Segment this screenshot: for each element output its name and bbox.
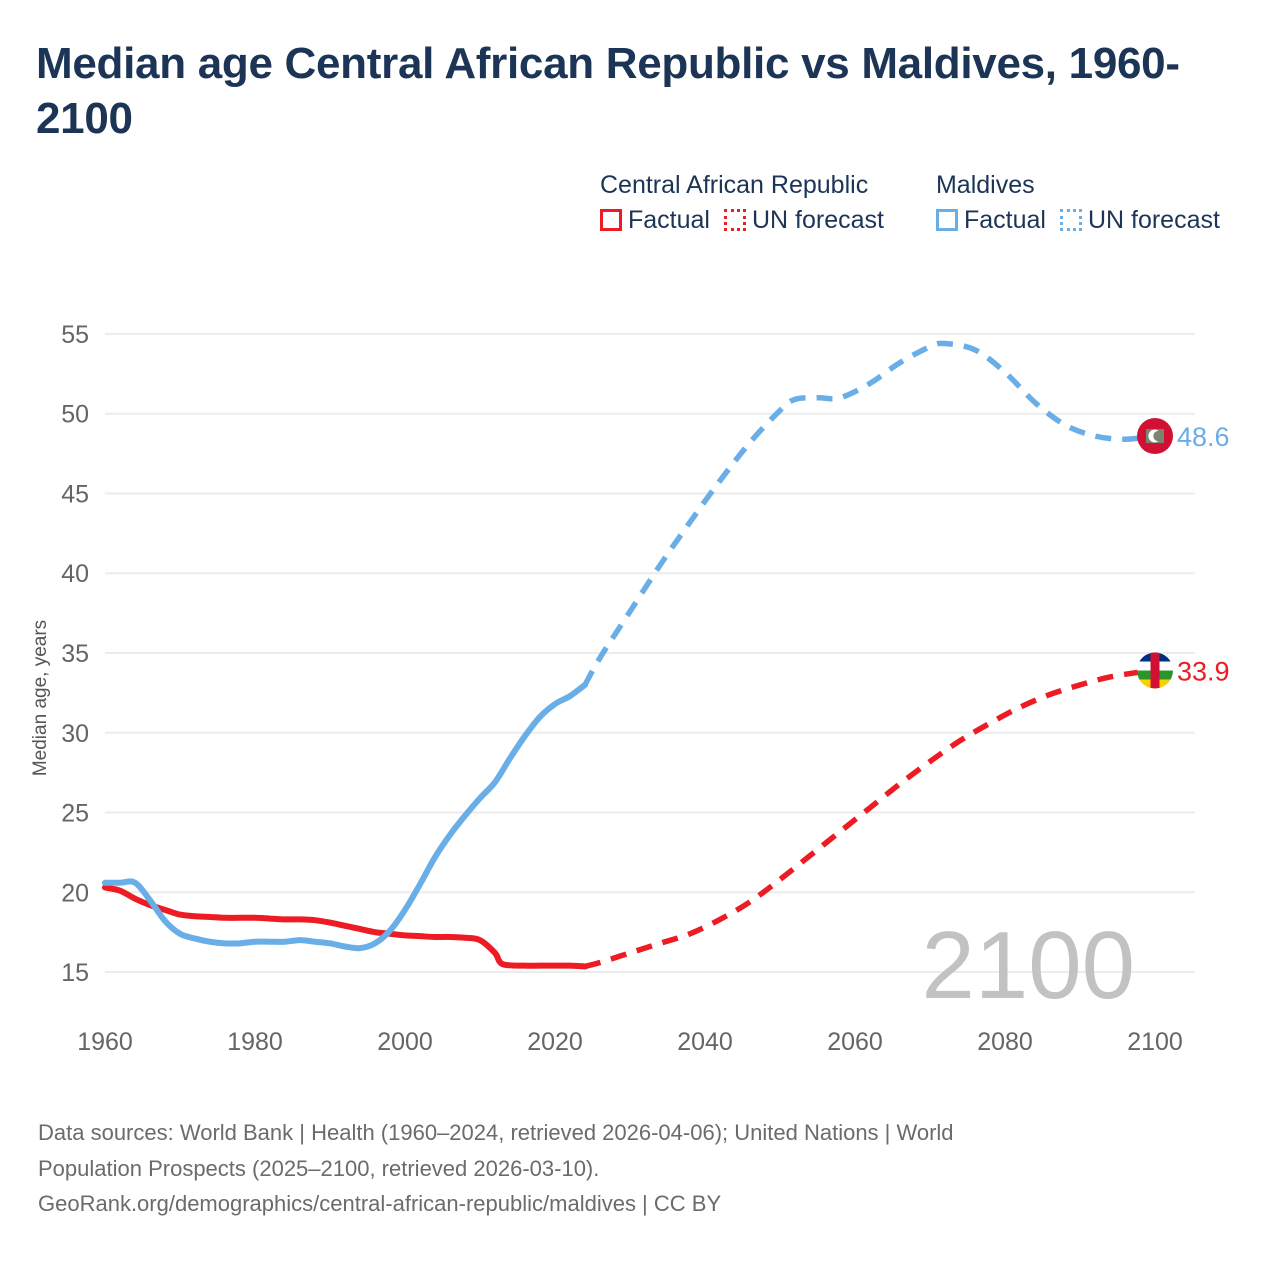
footer-sources: Data sources: World Bank | Health (1960–…	[38, 1115, 1218, 1222]
y-tick-label: 40	[61, 560, 89, 588]
legend-group-central-african-republic: Central African Republic Factual UN fore…	[600, 171, 884, 235]
x-tick-label: 2000	[377, 1028, 433, 1056]
year-watermark: 2100	[921, 912, 1135, 1019]
y-tick-label: 50	[61, 401, 89, 429]
x-tick-label: 2080	[977, 1028, 1033, 1056]
legend-item-label: UN forecast	[751, 205, 884, 234]
x-tick-label: 2020	[527, 1028, 583, 1056]
y-tick-label: 45	[61, 480, 89, 508]
legend-item-maldives-forecast[interactable]: UN forecast	[1059, 205, 1220, 235]
y-axis-title: Median age, years	[30, 620, 51, 776]
legend-item-label: Factual	[628, 205, 710, 234]
y-tick-label: 55	[61, 321, 89, 349]
legend-swatch-dotted-red-icon	[723, 209, 746, 231]
legend-group-title: Maldives	[935, 171, 1035, 199]
car-endpoint-value: 33.9	[1177, 657, 1230, 687]
footer-line-2: Population Prospects (2025–2100, retriev…	[38, 1155, 600, 1181]
x-tick-label: 2060	[827, 1028, 883, 1056]
chart-plot-area: 15 20 25 30 35 40 45 50 55 1960 1980 2000 2020 2040 2…	[0, 268, 1280, 1098]
maldives-endpoint-value: 48.6	[1177, 422, 1230, 452]
y-tick-label: 25	[61, 800, 89, 828]
x-tick-label: 1980	[227, 1028, 283, 1056]
x-axis-ticks: 1960 1980 2000 2020 2040 2060 2080 2100	[77, 1028, 1183, 1056]
grid-lines	[105, 332, 1195, 974]
legend-swatch-solid-blue-icon	[935, 209, 958, 231]
chart-legend: Central African Republic Factual UN fore…	[600, 171, 1220, 235]
y-tick-label: 20	[61, 879, 89, 907]
series-line-forecast	[584, 667, 1156, 970]
legend-item-maldives-factual[interactable]: Factual	[935, 205, 1046, 235]
central-african-republic-flag-icon	[1137, 652, 1173, 689]
legend-swatch-dotted-blue-icon	[1059, 209, 1082, 231]
legend-item-label: Factual	[963, 205, 1046, 234]
legend-swatch-solid-red-icon	[600, 209, 622, 231]
data-series	[102, 340, 1156, 970]
legend-item-car-factual[interactable]: Factual	[600, 206, 710, 235]
x-tick-label: 1960	[77, 1028, 133, 1056]
footer-line-1: Data sources: World Bank | Health (1960–…	[38, 1120, 954, 1145]
y-tick-label: 15	[61, 959, 89, 987]
series-line-forecast	[582, 340, 1156, 687]
legend-item-car-forecast[interactable]: UN forecast	[723, 205, 884, 235]
legend-item-label: UN forecast	[1087, 205, 1220, 234]
x-tick-label: 2040	[677, 1028, 733, 1056]
y-tick-label: 30	[61, 720, 89, 748]
endpoint-markers: 48.6 33.9	[1137, 418, 1230, 689]
legend-group-maldives: Maldives Factual UN forecast	[935, 171, 1220, 235]
footer-line-3: GeoRank.org/demographics/central-african…	[38, 1191, 722, 1217]
legend-group-title: Central African Republic	[600, 171, 869, 199]
y-tick-label: 35	[61, 640, 89, 668]
series-line-factual	[102, 681, 588, 952]
series-line-factual	[102, 884, 588, 970]
y-axis-ticks: 15 20 25 30 35 40 45 50 55	[61, 321, 89, 987]
maldives-flag-icon	[1137, 418, 1173, 455]
line-chart: 15 20 25 30 35 40 45 50 55 1960 1980 2000 2020 2040 2…	[30, 321, 1230, 1056]
x-tick-label: 2100	[1127, 1028, 1183, 1056]
page-title: Median age Central African Republic vs M…	[36, 39, 1180, 144]
